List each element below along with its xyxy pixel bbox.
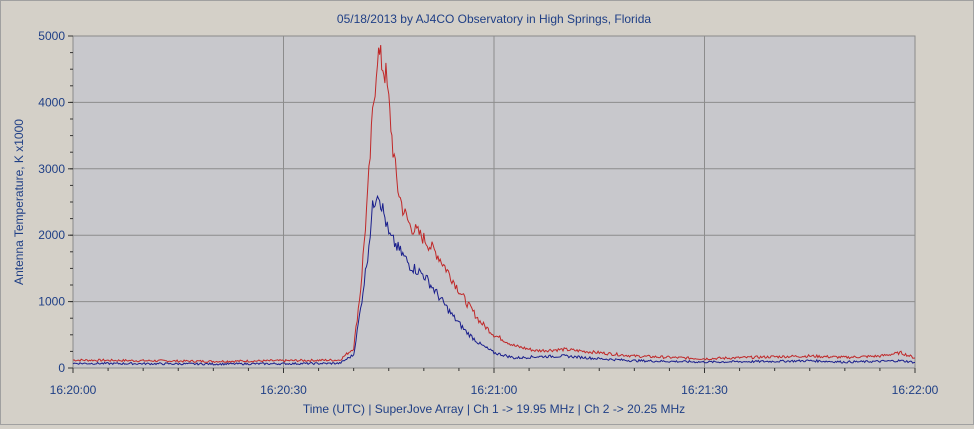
x-tick-label: 16:21:00 [471, 383, 518, 397]
series-lines [72, 44, 916, 366]
x-axis-ticks: 16:20:00 16:20:30 16:21:00 16:21:30 16:22:00 [50, 368, 939, 397]
chart-title: 05/18/2013 by AJ4CO Observatory in High … [337, 12, 651, 26]
y-tick-label: 1000 [38, 295, 65, 309]
y-tick-label: 3000 [38, 162, 65, 176]
x-axis-label: Time (UTC) | SuperJove Array | Ch 1 -> 1… [303, 402, 685, 416]
x-tick-label: 16:20:00 [50, 383, 97, 397]
x-tick-label: 16:20:30 [260, 383, 307, 397]
x-tick-label: 16:22:00 [892, 383, 939, 397]
y-axis-label: Antenna Temperature, K x1000 [12, 119, 26, 285]
y-tick-label: 4000 [38, 95, 65, 109]
y-axis-ticks: 0 1000 2000 3000 4000 5000 [38, 29, 73, 375]
y-tick-label: 0 [58, 361, 65, 375]
x-tick-label: 16:21:30 [681, 383, 728, 397]
y-tick-label: 2000 [38, 228, 65, 242]
series-line-ch1 [72, 44, 916, 364]
y-tick-label: 5000 [38, 29, 65, 43]
series-line-ch2 [72, 194, 916, 366]
grid [73, 36, 915, 368]
